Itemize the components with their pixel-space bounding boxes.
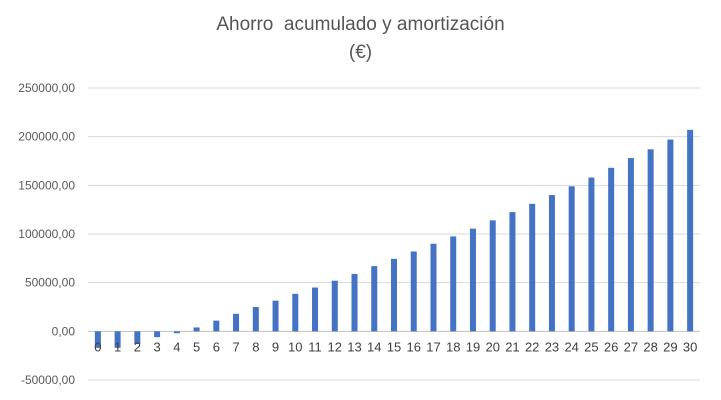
x-tick-label: 7 — [232, 339, 239, 354]
y-tick-label: -50000,00 — [21, 373, 75, 387]
bar — [568, 186, 575, 332]
bar — [627, 158, 634, 332]
x-tick-label: 16 — [407, 339, 421, 354]
x-tick-label: 12 — [328, 339, 342, 354]
y-tick-label: 150000,00 — [18, 178, 75, 192]
bar — [331, 280, 338, 332]
y-tick-label: 250000,00 — [18, 81, 75, 95]
bar — [647, 149, 654, 332]
bar — [469, 228, 476, 332]
x-tick-label: 29 — [663, 339, 677, 354]
x-tick-label: 4 — [173, 339, 180, 354]
bar — [94, 331, 101, 348]
x-tick-label: 25 — [584, 339, 598, 354]
x-tick-label: 10 — [288, 339, 302, 354]
x-tick-label: 1 — [114, 339, 121, 354]
bar — [430, 243, 437, 332]
x-tick-label: 19 — [466, 339, 480, 354]
bar — [548, 195, 555, 332]
x-tick-label: 24 — [564, 339, 578, 354]
chart-title: Ahorro acumulado y amortización — [216, 14, 505, 35]
bar — [410, 251, 417, 332]
bar — [154, 331, 161, 338]
bar — [252, 307, 259, 332]
bar — [292, 293, 299, 332]
x-tick-label: 5 — [193, 339, 200, 354]
y-tick-label: 200000,00 — [18, 130, 75, 144]
y-axis-tick-labels: -50000,00 0,00 50000,00 100000,00 150000,00 2… — [18, 81, 75, 387]
bar — [529, 203, 536, 332]
bar — [272, 300, 279, 332]
x-tick-label: 30 — [683, 339, 697, 354]
x-tick-label: 14 — [367, 339, 381, 354]
x-tick-label: 20 — [485, 339, 499, 354]
x-tick-label: 8 — [252, 339, 259, 354]
bar — [233, 313, 240, 332]
x-tick-label: 11 — [308, 339, 322, 354]
bar — [687, 129, 694, 332]
x-tick-label: 0 — [94, 339, 101, 354]
bar — [667, 139, 674, 332]
x-tick-label: 23 — [545, 339, 559, 354]
bar — [509, 212, 516, 332]
x-axis-tick-labels: 0 1 2 3 4 5 6 7 8 9 10 11 12 13 14 15 16 17 18 19 20 21 22 23 24… — [94, 339, 697, 354]
bar — [450, 236, 457, 332]
x-tick-label: 22 — [525, 339, 539, 354]
chart-title-unit: (€) — [348, 42, 373, 63]
bar — [213, 320, 220, 332]
y-tick-label: 0,00 — [52, 324, 76, 338]
bar — [351, 273, 358, 332]
bar — [588, 177, 595, 332]
x-tick-label: 13 — [347, 339, 361, 354]
x-tick-label: 28 — [643, 339, 657, 354]
x-tick-label: 3 — [153, 339, 160, 354]
y-tick-label: 100000,00 — [18, 227, 75, 241]
x-tick-label: 27 — [624, 339, 638, 354]
x-tick-label: 2 — [134, 339, 141, 354]
bar — [608, 167, 615, 332]
x-tick-label: 18 — [446, 339, 460, 354]
x-tick-label: 26 — [604, 339, 618, 354]
x-tick-label: 15 — [387, 339, 401, 354]
y-tick-label: 50000,00 — [25, 276, 75, 290]
bar — [371, 266, 378, 332]
bar — [391, 258, 397, 332]
bar — [489, 220, 496, 332]
bar — [193, 327, 200, 332]
bar — [312, 287, 319, 332]
bar — [134, 331, 141, 344]
x-tick-label: 17 — [426, 339, 440, 354]
x-tick-label: 9 — [272, 339, 279, 354]
bar — [114, 331, 121, 348]
x-tick-label: 21 — [505, 339, 519, 354]
x-tick-label: 6 — [213, 339, 220, 354]
bar — [173, 331, 180, 334]
bars — [94, 129, 694, 348]
